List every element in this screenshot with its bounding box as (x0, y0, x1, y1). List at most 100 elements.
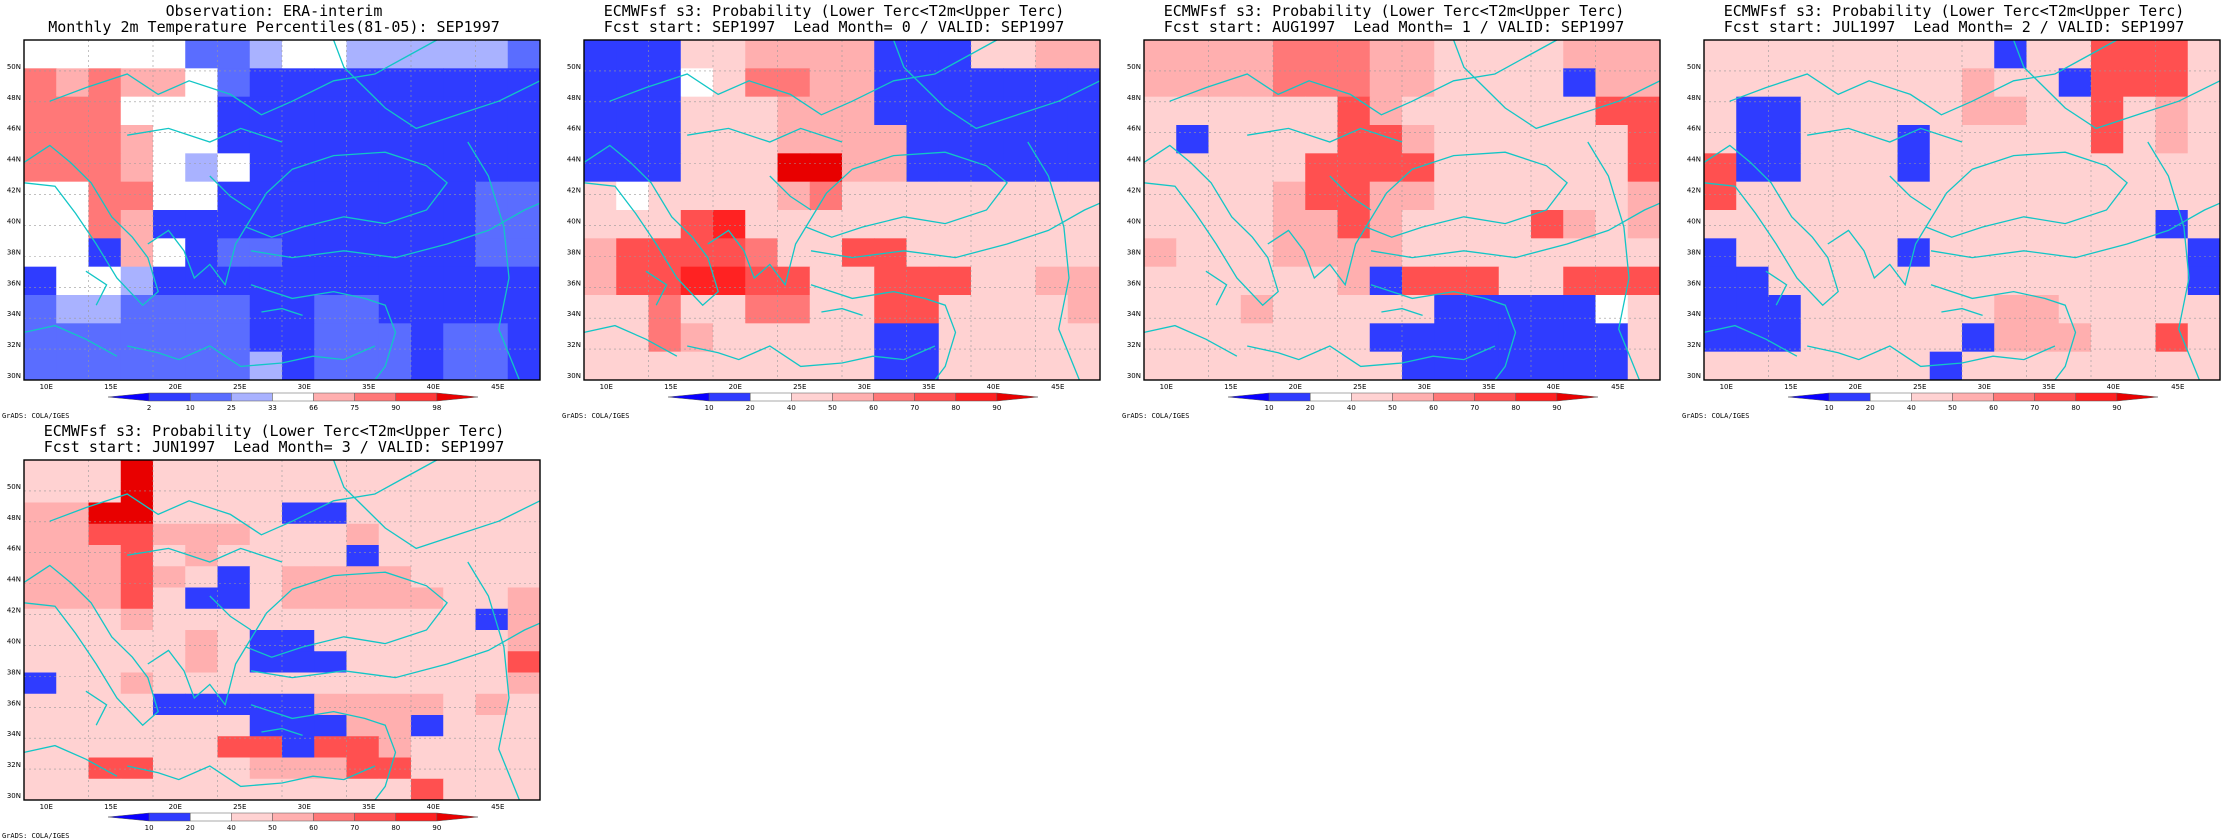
coastline (23, 564, 159, 727)
grid-cell (1273, 295, 1306, 324)
grid-cell (1531, 351, 1564, 381)
lat-tick-label: 48N (1127, 94, 1141, 102)
grid-cell (1337, 210, 1371, 239)
lat-tick-label: 34N (1687, 310, 1701, 318)
grid-cell (153, 523, 186, 546)
grid-cell (2187, 210, 2221, 239)
grid-cell (1704, 40, 1737, 69)
grid-cell (185, 40, 218, 69)
grid-cell (2058, 181, 2092, 211)
grid-cell (1369, 266, 1403, 296)
grid-cell (24, 630, 57, 652)
grid-cell (1736, 295, 1769, 324)
colorbar-swatch (1433, 392, 1475, 402)
grid-cell (1768, 266, 1802, 296)
colorbar-label: 80 (2071, 404, 2080, 412)
grid-cell (1498, 181, 1532, 211)
grid-cell (1498, 40, 1532, 69)
grid-cell (1369, 125, 1403, 154)
grid-cell (1627, 351, 1661, 381)
lon-tick-label: 10E (1160, 383, 1173, 391)
grid-cell (217, 323, 251, 353)
grid-cell (1035, 238, 1069, 268)
grid-cell (1337, 323, 1371, 353)
grid-cell (282, 295, 315, 324)
grid-cell (378, 181, 412, 211)
grid-cell (1704, 125, 1737, 154)
grid-cell (1531, 266, 1564, 296)
grid-cell (906, 40, 940, 69)
grid-cell (314, 153, 347, 183)
grid-cell (1627, 96, 1661, 126)
grid-cell (938, 295, 972, 324)
coastline (1703, 324, 1798, 357)
grid-cell (378, 587, 412, 610)
grid-cell (282, 523, 315, 546)
grid-cell (1768, 96, 1802, 126)
grid-cell (1434, 96, 1467, 126)
grid-cell (680, 210, 714, 239)
grid-cell (56, 757, 89, 780)
lon-tick-label: 35E (362, 803, 375, 811)
grid-cell (56, 481, 89, 503)
grid-cell (906, 68, 940, 98)
lat-tick-label: 48N (7, 514, 21, 522)
lon-tick-label: 30E (298, 803, 311, 811)
grid-cell (680, 351, 714, 381)
grid-cell (1144, 40, 1177, 69)
coastline (23, 324, 118, 357)
grid-cell (346, 630, 380, 652)
grid-cell (185, 68, 218, 98)
grid-cell (1067, 153, 1101, 183)
lat-tick-label: 42N (7, 187, 21, 195)
grid-cell (616, 153, 649, 183)
grid-cell (475, 545, 509, 567)
grid-cell (475, 757, 509, 780)
grid-cell (120, 630, 154, 652)
grid-cell (411, 608, 444, 631)
grid-cell (153, 210, 186, 239)
grid-cell (2155, 295, 2189, 324)
grid-cell (217, 68, 251, 98)
grid-cell (1595, 96, 1629, 126)
colorbar-swatch (354, 812, 397, 822)
grid-cell (2187, 238, 2221, 268)
colorbar-swatch (395, 392, 438, 402)
grid-cell (1833, 96, 1866, 126)
colorbar-swatch (313, 812, 355, 822)
grid-cell (507, 502, 541, 525)
grid-cell (2187, 323, 2221, 353)
colorbar-label: 20 (186, 824, 195, 832)
colorbar-swatch (272, 392, 314, 402)
grid-cell (1176, 181, 1209, 211)
grid-cell (507, 96, 541, 126)
grid-cell (346, 587, 380, 610)
grid-cell (842, 181, 875, 211)
grid-cell (346, 608, 380, 631)
grid-cell (411, 566, 444, 588)
grid-cell (507, 587, 541, 610)
grid-cell (185, 96, 218, 126)
lat-tick-label: 42N (567, 187, 581, 195)
grid-cell (2026, 68, 2060, 98)
grid-cell (282, 125, 315, 154)
grid-cell (56, 40, 89, 69)
grid-cell (120, 323, 154, 353)
grid-cell (378, 736, 412, 758)
grid-cell (1962, 266, 1995, 296)
grid-cell (1736, 96, 1769, 126)
grid-cell (1833, 68, 1866, 98)
grid-cell (1627, 210, 1661, 239)
grid-cell (1144, 295, 1177, 324)
grid-cell (411, 693, 444, 716)
grid-cell (282, 608, 315, 631)
grid-cell (378, 68, 412, 98)
grid-cell (346, 153, 380, 183)
colorbar-swatch (1869, 392, 1912, 402)
colorbar-label: 90 (432, 824, 441, 832)
grid-cell (1897, 40, 1931, 69)
grid-cell (777, 153, 811, 183)
map-panel: Observation: ERA-interim Monthly 2m Tempe… (0, 0, 548, 420)
grid-cell (1434, 153, 1467, 183)
grid-cell (2058, 210, 2092, 239)
